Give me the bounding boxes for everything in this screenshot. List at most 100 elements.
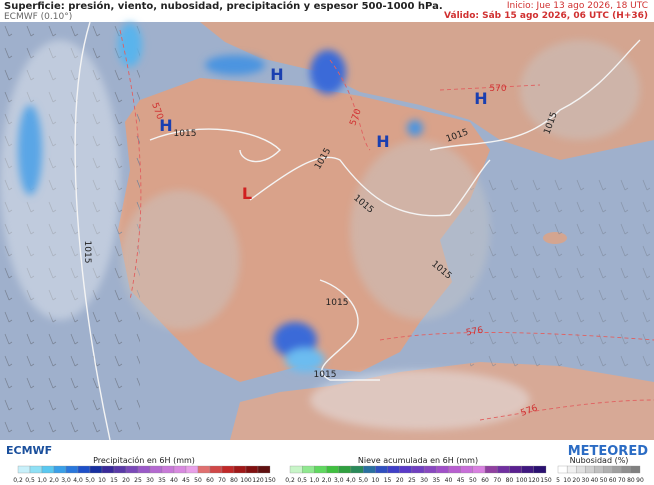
wind-barbs: [470, 170, 654, 370]
legend-tick: 30: [582, 477, 590, 484]
legend-swatch: [576, 465, 586, 474]
thickness-label: 576: [465, 326, 484, 339]
legend-tick: 50: [194, 477, 202, 484]
legend-swatch: [185, 465, 199, 474]
legend-tick: 50: [469, 477, 477, 484]
legend-tick: 150: [264, 477, 276, 484]
legend-tick: 25: [408, 477, 416, 484]
legend-tick: 45: [182, 477, 190, 484]
title: Superficie: presión, viento, nubosidad, …: [4, 0, 443, 12]
legend-tick: 80: [627, 477, 635, 484]
pressure-center: H: [270, 65, 283, 84]
legend-swatch: [557, 465, 568, 474]
model: ECMWF (0.10°): [4, 12, 72, 22]
legend-swatch: [448, 465, 461, 474]
legend-swatch: [53, 465, 67, 474]
legend-swatch: [257, 465, 271, 474]
legend-swatch: [399, 465, 413, 474]
legend-tick: 0,2: [13, 477, 23, 484]
legend-swatch: [497, 465, 510, 474]
isobar-label: 1015: [82, 241, 92, 264]
legend-tick: 50: [600, 477, 608, 484]
legend-swatch: [197, 465, 211, 474]
clouds: [0, 40, 640, 430]
legend-tick: 20: [396, 477, 404, 484]
legend-swatch: [621, 465, 632, 474]
legend-swatch: [484, 465, 498, 474]
legend-tick: 80: [506, 477, 514, 484]
legend-swatch: [289, 465, 303, 474]
legend-title: Nieve acumulada en 6H (mm): [358, 456, 478, 465]
legend-swatch: [423, 465, 437, 474]
legend-tick: 4,0: [346, 477, 356, 484]
legend-swatch: [472, 465, 486, 474]
pressure-center: L: [242, 184, 252, 203]
legend-tick: 60: [609, 477, 617, 484]
legend-tick: 35: [432, 477, 440, 484]
legend-tick: 70: [218, 477, 226, 484]
legend-swatch: [302, 465, 315, 474]
legend-tick: 40: [170, 477, 178, 484]
legend-tick: 2,0: [322, 477, 332, 484]
legend-tick: 10: [98, 477, 106, 484]
legend-tick: 60: [481, 477, 489, 484]
start-time: Inicio: Jue 13 ago 2026, 18 UTC: [507, 1, 648, 11]
legend-tick: 0,5: [297, 477, 307, 484]
isobars: [74, 21, 641, 441]
legend-swatch: [566, 465, 577, 474]
legend-swatch: [460, 465, 474, 474]
precipitation: [18, 23, 423, 372]
legend-swatch: [41, 465, 55, 474]
legend-swatch: [161, 465, 175, 474]
legend-tick: 90: [636, 477, 644, 484]
legend-tick: 45: [457, 477, 465, 484]
legend-tick: 0,2: [285, 477, 295, 484]
legend-swatch: [326, 465, 339, 474]
legend-tick: 0,5: [25, 477, 35, 484]
legend-swatch: [149, 465, 163, 474]
legend-tick: 20: [122, 477, 130, 484]
legend-swatch: [101, 465, 115, 474]
legend-tick: 20: [572, 477, 580, 484]
legend-tick: 35: [158, 477, 166, 484]
legend-swatch: [125, 465, 139, 474]
logo-ecmwf: ECMWF: [6, 444, 52, 457]
legend-tick: 2,0: [49, 477, 59, 484]
pressure-center: H: [376, 132, 389, 151]
legend-swatch: [375, 465, 388, 474]
legend-swatch: [209, 465, 223, 474]
legend-swatch: [245, 465, 259, 474]
thickness-label: 570: [489, 84, 506, 94]
legend-tick: 1,0: [310, 477, 320, 484]
legend-swatch: [436, 465, 449, 474]
legend-tick: 4,0: [73, 477, 83, 484]
isobar-label: 1015: [174, 129, 197, 139]
legend-tick: 10: [372, 477, 380, 484]
legend-tick: 40: [591, 477, 599, 484]
pressure-center: H: [474, 89, 487, 108]
legend-swatch: [521, 465, 534, 474]
legend-tick: 100: [240, 477, 252, 484]
legend-swatch: [77, 465, 91, 474]
legend-swatch: [585, 465, 595, 474]
legend-swatch: [29, 465, 43, 474]
legend-title: Precipitación en 6H (mm): [93, 455, 195, 465]
legend-tick: 3,0: [61, 477, 71, 484]
legend-swatch: [594, 465, 604, 474]
legend-tick: 120: [252, 477, 264, 484]
legend-swatch: [137, 465, 151, 474]
legend-tick: 80: [230, 477, 238, 484]
legend-swatch: [113, 465, 127, 474]
legend-swatch: [387, 465, 400, 474]
legend-panel: [0, 440, 654, 485]
legend-tick: 150: [540, 477, 552, 484]
legend-swatch: [350, 465, 364, 474]
legend-tick: 3,0: [334, 477, 344, 484]
legend-tick: 5,0: [85, 477, 95, 484]
legend-swatch: [65, 465, 79, 474]
legend-swatch: [509, 465, 522, 474]
legend-tick: 30: [420, 477, 428, 484]
legend-tick: 120: [528, 477, 540, 484]
